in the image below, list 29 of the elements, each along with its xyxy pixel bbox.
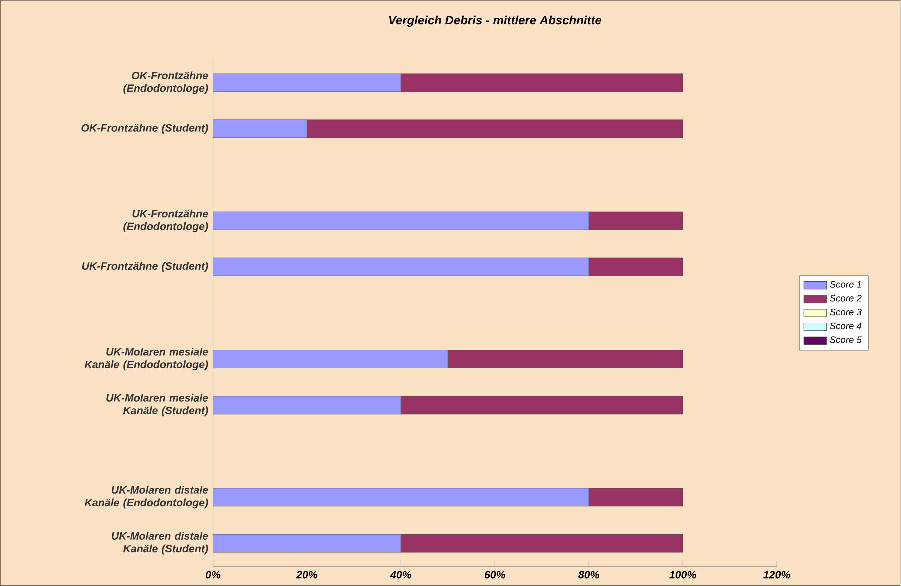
- chart-title: Vergleich Debris - mittlere Abschnitte: [389, 16, 602, 27]
- legend-label: Score 5: [830, 336, 862, 344]
- y-tick-label: OK-Frontzähne (Endodontologe): [124, 71, 208, 94]
- y-tick-label: UK-Molaren mesiale Kanäle (Student): [106, 394, 208, 416]
- y-tick-label: UK-Molaren mesiale Kanäle (Endodontologe): [84, 348, 208, 370]
- x-tick-label: 60%: [484, 570, 506, 579]
- x-tick-label: 40%: [390, 570, 412, 579]
- bar: [213, 212, 590, 230]
- y-tick-label: OK-Frontzähne (Student): [82, 124, 208, 134]
- bar: [213, 120, 308, 138]
- y-tick-label: UK-Molaren distale Kanäle (Student): [112, 532, 208, 555]
- x-tick-label: 80%: [578, 570, 600, 579]
- y-tick-label: UK-Frontzähne (Student): [82, 262, 208, 272]
- y-tick-label: UK-Frontzähne (Endodontologe): [124, 210, 208, 232]
- y-tick-label: UK-Molaren distale Kanäle (Endodontologe): [84, 486, 208, 508]
- bar: [213, 488, 590, 506]
- bar: [213, 534, 402, 552]
- x-tick-label: 100%: [670, 570, 696, 579]
- x-tick-label: 0%: [206, 570, 221, 579]
- bar: [213, 396, 402, 414]
- x-tick-label: 120%: [764, 570, 790, 579]
- x-tick-label: 20%: [296, 570, 318, 579]
- bar: [213, 74, 402, 92]
- bar: [213, 258, 590, 276]
- legend-label: Score 1: [830, 281, 862, 288]
- bar: [213, 350, 448, 368]
- legend-label: Score 2: [830, 294, 862, 302]
- legend-label: Score 3: [830, 308, 862, 316]
- legend-label: Score 4: [830, 322, 862, 330]
